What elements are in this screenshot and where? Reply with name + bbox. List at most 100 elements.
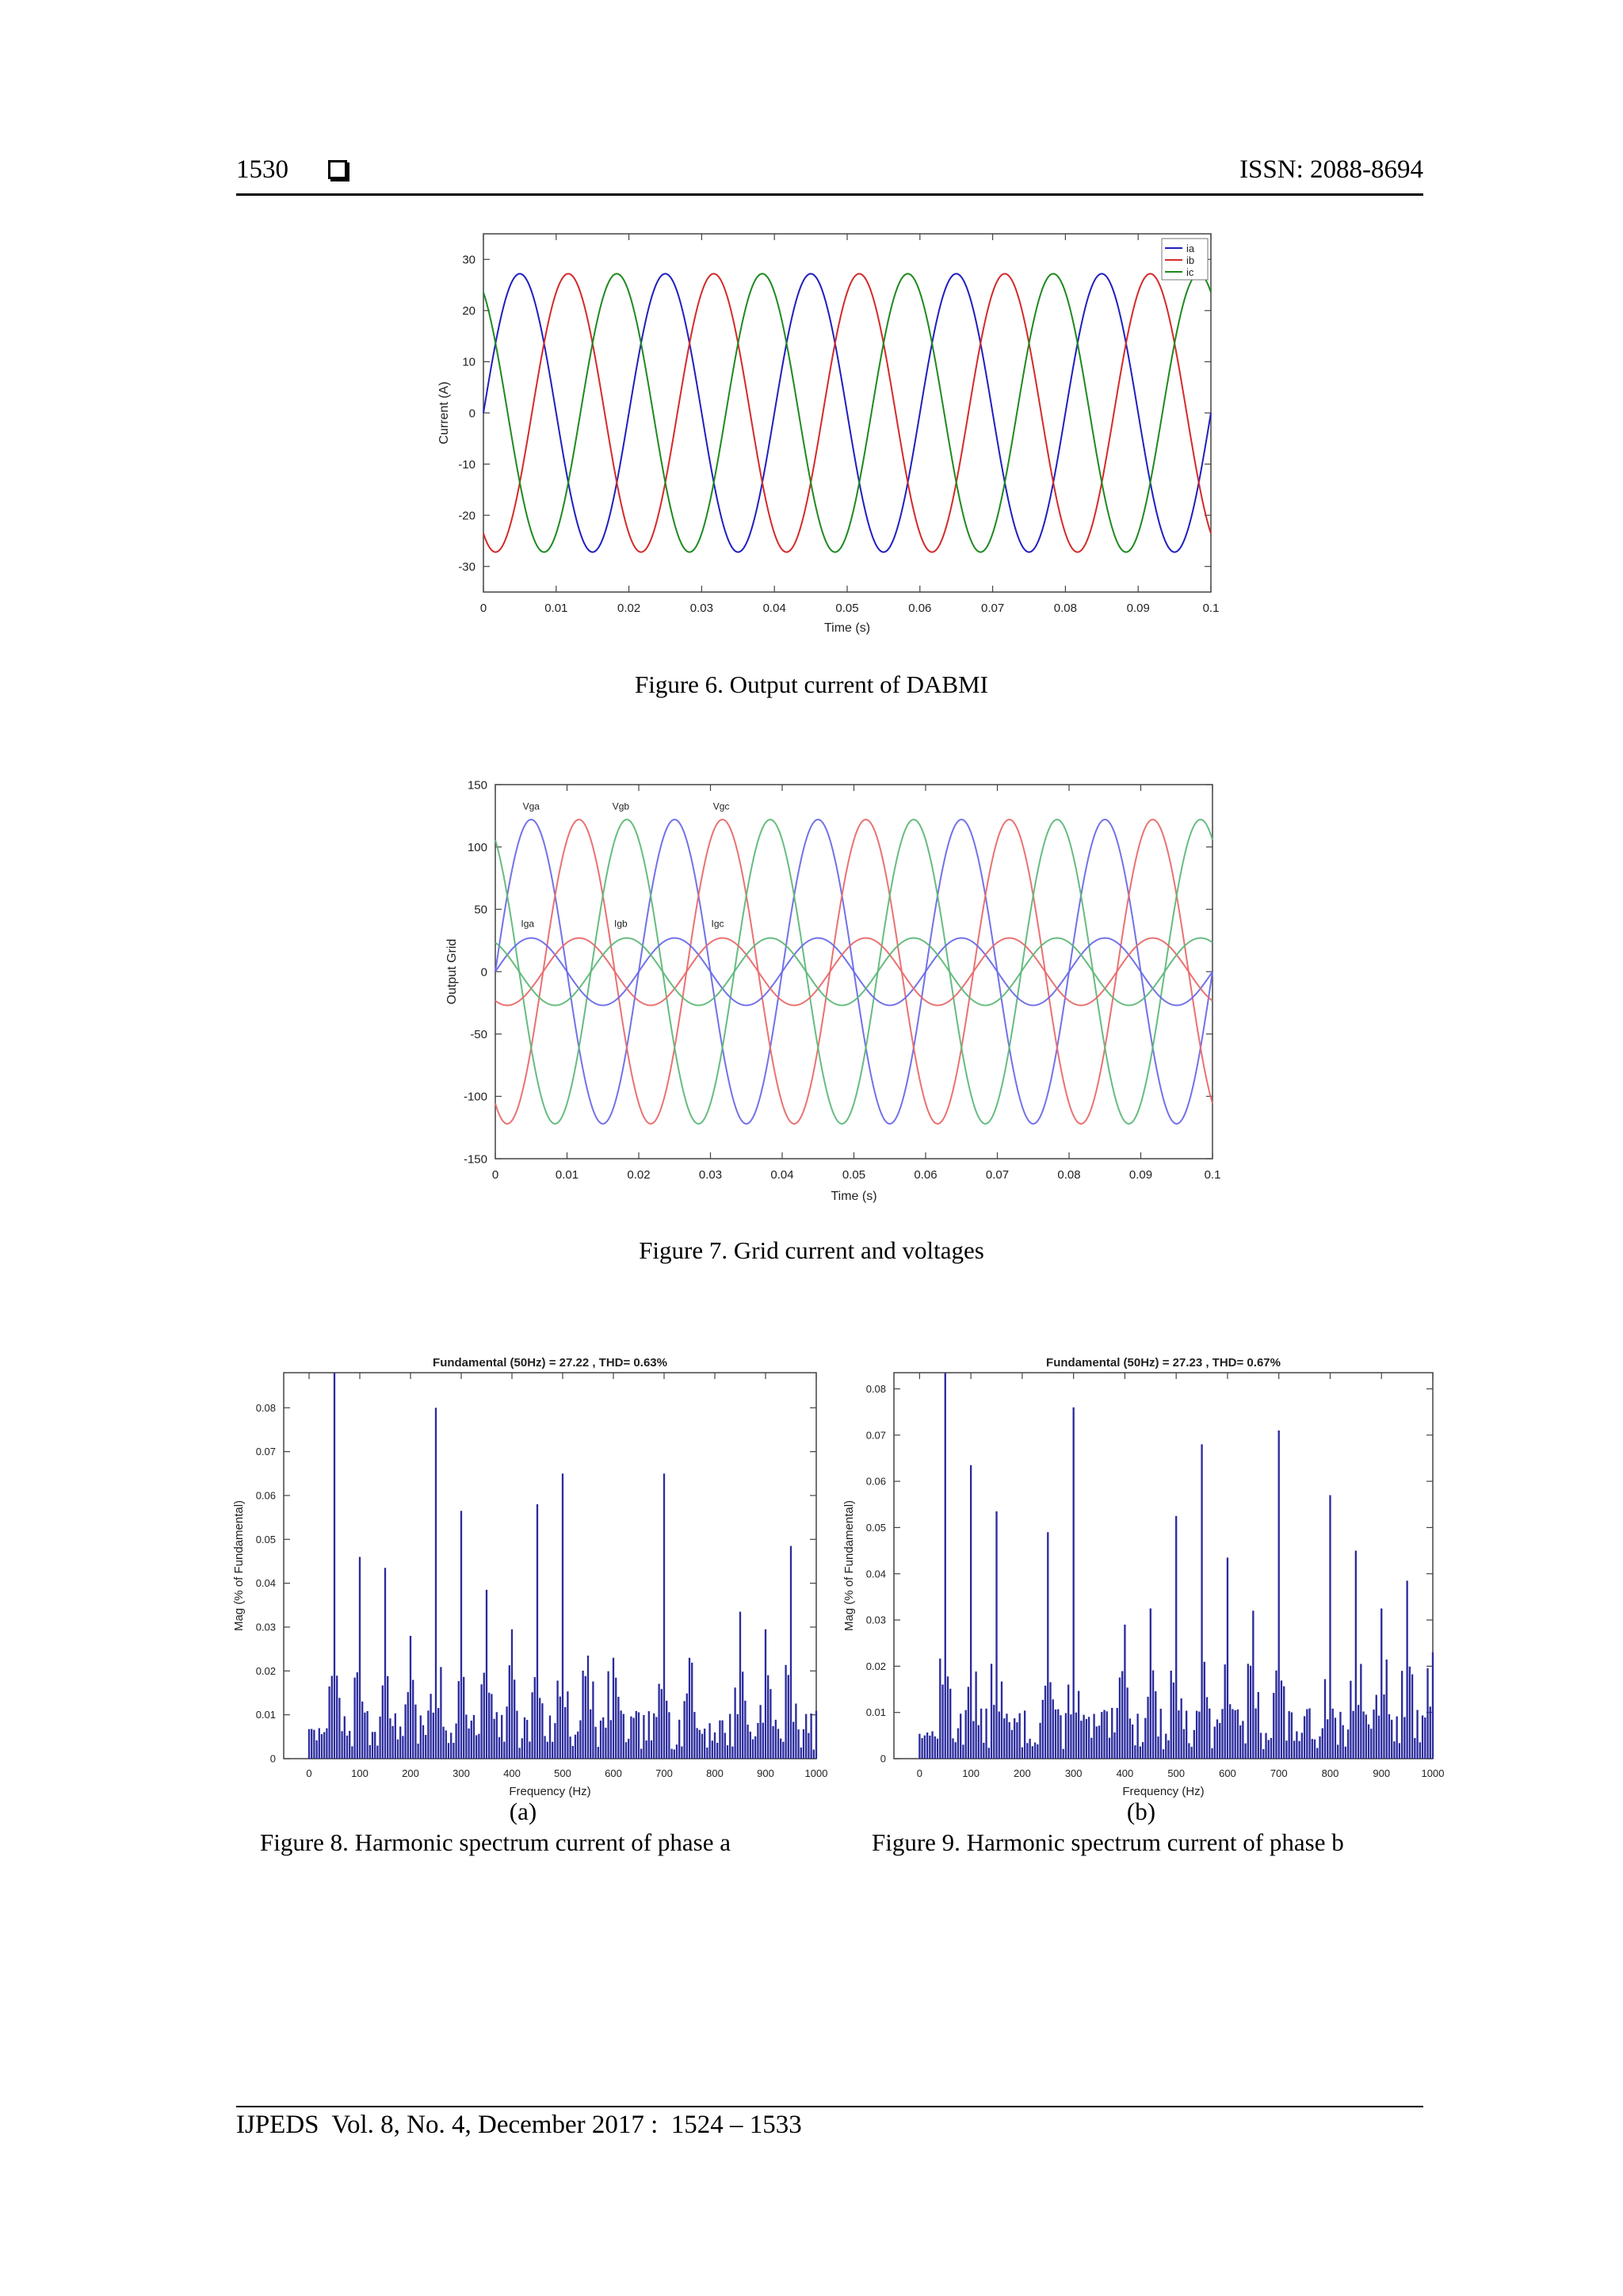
- fig9-bar: [1044, 1685, 1047, 1759]
- fig9-bar: [929, 1735, 931, 1759]
- fig9-x-tick-label: 500: [1167, 1767, 1185, 1779]
- fig8-bar: [724, 1733, 726, 1759]
- fig9-bar: [964, 1710, 967, 1759]
- fig9-bar: [1337, 1744, 1339, 1759]
- fig9-bar: [1033, 1742, 1037, 1759]
- fig8-bar: [749, 1731, 751, 1759]
- fig8-bar: [541, 1703, 544, 1759]
- fig8-bar: [742, 1671, 744, 1759]
- fig8-bar: [409, 1636, 412, 1759]
- fig6-x-axis-label: Time (s): [824, 621, 870, 635]
- fig8-bar: [774, 1719, 777, 1759]
- fig8-bar: [729, 1713, 731, 1759]
- fig7-annotation-Vga: Vga: [523, 800, 540, 812]
- fig8-bar: [628, 1738, 630, 1759]
- fig8-bar: [777, 1729, 780, 1759]
- fig9-bar: [1247, 1664, 1250, 1759]
- fig8-bar: [447, 1743, 450, 1759]
- fig9-bar: [944, 1373, 946, 1759]
- fig8-bar: [802, 1729, 805, 1759]
- fig9-bar: [1178, 1710, 1180, 1759]
- fig8-bar: [544, 1736, 546, 1759]
- fig8-bar: [713, 1732, 716, 1759]
- fig8-bar: [391, 1725, 394, 1759]
- fig7-x-tick-label: 0.08: [1057, 1168, 1080, 1182]
- fig9-bar: [1308, 1708, 1311, 1759]
- fig9-bar: [1098, 1725, 1101, 1759]
- fig9-y-tick-label: 0: [880, 1753, 886, 1765]
- fig8-bar: [414, 1704, 417, 1759]
- fig9-bar: [1018, 1713, 1021, 1759]
- fig9-y-tick-label: 0.04: [866, 1568, 886, 1580]
- fig8-bar: [404, 1704, 407, 1759]
- fig9-bar: [1232, 1709, 1234, 1759]
- fig9-bar: [934, 1736, 936, 1759]
- fig9-bar: [1321, 1728, 1323, 1759]
- fig9-bar: [975, 1671, 977, 1759]
- fig8-bar: [637, 1712, 640, 1759]
- fig9-bar: [1213, 1726, 1216, 1759]
- fig8-bar: [343, 1716, 346, 1759]
- fig9-bar: [1283, 1686, 1285, 1759]
- fig9-bar: [980, 1708, 983, 1759]
- fig7-annotation-Vgb: Vgb: [613, 800, 630, 812]
- fig9-x-tick-label: 700: [1270, 1767, 1288, 1779]
- fig7-y-tick-label: 0: [481, 965, 487, 979]
- fig9-bar: [1229, 1704, 1232, 1759]
- fig8-bar: [577, 1731, 579, 1759]
- fig9-y-tick-label: 0.06: [866, 1476, 886, 1488]
- figure-7-chart: 0 0.01 0.02 0.03 0.04 0.05 0.06 0.07 0.08 0.09 0.1…: [445, 778, 1220, 1203]
- fig7-y-tick-label: 150: [468, 778, 487, 792]
- fig8-bar: [396, 1739, 399, 1759]
- fig8-bar: [653, 1713, 655, 1759]
- fig7-x-tick-label: 0.02: [627, 1168, 650, 1182]
- fig9-bar: [1224, 1664, 1226, 1759]
- fig8-bar: [706, 1748, 708, 1759]
- fig6-legend-label-ic: ic: [1186, 266, 1194, 278]
- fig9-bar: [1118, 1677, 1121, 1759]
- fig9-bar: [1381, 1608, 1383, 1759]
- fig8-bar: [376, 1745, 379, 1759]
- fig8-bar: [320, 1734, 323, 1759]
- fig8-bar: [349, 1730, 351, 1759]
- fig6-y-tick-label: 10: [462, 356, 475, 369]
- fig9-bar: [926, 1733, 929, 1759]
- header-rule: [236, 193, 1423, 196]
- fig7-annotation-Igb: Igb: [614, 918, 628, 929]
- fig9-bar: [1388, 1713, 1391, 1759]
- fig9-bar: [1319, 1736, 1321, 1759]
- fig6-x-tick-label: 0.04: [763, 602, 786, 615]
- fig9-bar: [1083, 1714, 1085, 1759]
- figure-9-caption: Figure 9. Harmonic spectrum current of p…: [872, 1828, 1344, 1856]
- fig9-bar: [1180, 1698, 1182, 1759]
- fig8-bar: [361, 1701, 364, 1759]
- fig9-x-tick-label: 600: [1219, 1767, 1236, 1779]
- fig8-bar: [731, 1746, 734, 1759]
- fig9-bar: [1026, 1743, 1029, 1759]
- fig9-bar: [1037, 1744, 1039, 1759]
- fig6-x-tick-label: 0.03: [690, 602, 713, 615]
- fig7-x-tick-label: 0.05: [842, 1168, 865, 1182]
- fig8-y-tick-label: 0.07: [256, 1446, 276, 1457]
- fig8-bar: [805, 1713, 808, 1759]
- footer-citation: IJPEDS Vol. 8, No. 4, December 2017 : 15…: [236, 2111, 802, 2139]
- fig9-bar: [1006, 1713, 1008, 1759]
- fig9-bar: [1136, 1713, 1139, 1759]
- fig8-bar: [389, 1718, 391, 1759]
- fig8-x-tick-label: 200: [402, 1767, 419, 1779]
- fig8-bar: [561, 1473, 564, 1759]
- fig9-bar: [1259, 1733, 1262, 1759]
- fig8-bar: [615, 1677, 617, 1759]
- fig8-bar: [556, 1680, 559, 1759]
- fig9-bar: [1049, 1682, 1052, 1759]
- fig9-bar: [1095, 1726, 1098, 1759]
- fig8-y-tick-label: 0.06: [256, 1490, 276, 1502]
- fig6-legend-label-ia: ia: [1186, 243, 1195, 254]
- fig9-bar: [1023, 1710, 1026, 1759]
- fig6-x-tick-label: 0.01: [544, 602, 567, 615]
- fig9-bar: [952, 1738, 954, 1759]
- fig8-bar: [539, 1698, 541, 1759]
- fig8-bar: [681, 1746, 683, 1759]
- fig8-bar: [597, 1747, 599, 1759]
- fig9-bar: [949, 1688, 952, 1759]
